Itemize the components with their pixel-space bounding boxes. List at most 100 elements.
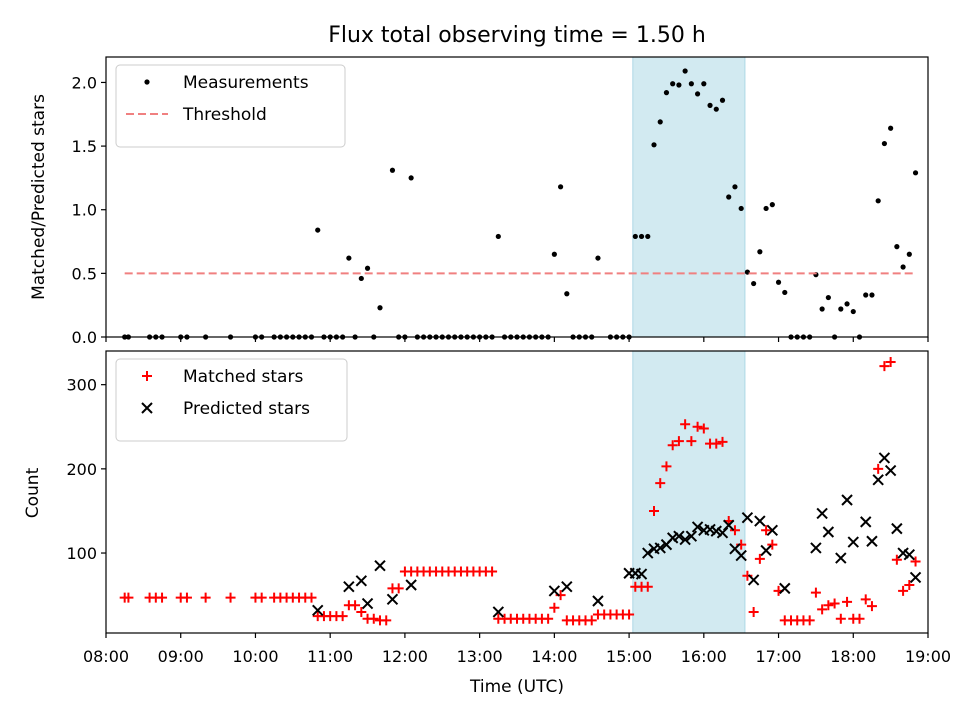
top-measurement-point <box>657 119 663 125</box>
bottom-x-tick-label: 09:00 <box>158 647 204 666</box>
bottom-predicted-point <box>691 521 704 533</box>
bottom-predicted-point <box>561 580 573 593</box>
top-y-tick-label: 0.5 <box>72 264 97 283</box>
top-measurement-point <box>906 251 912 257</box>
bottom-predicted-point <box>679 533 691 546</box>
bottom-predicted-point <box>741 511 754 524</box>
bottom-matched-point <box>661 461 672 472</box>
bottom-predicted-point <box>878 452 891 464</box>
bottom-x-tick-label: 16:00 <box>681 647 727 666</box>
bottom-x-tick-label: 15:00 <box>606 647 652 666</box>
bottom-x-tick-label: 11:00 <box>307 647 353 666</box>
bottom-x-tick-label: 10:00 <box>232 647 278 666</box>
bottom-predicted-point <box>642 547 654 559</box>
bottom-predicted-point <box>760 544 772 557</box>
bottom-matched-point <box>891 554 902 565</box>
bottom-matched-point <box>487 566 498 577</box>
bottom-x-tick-label: 08:00 <box>83 647 129 666</box>
top-measurement-point <box>850 308 856 315</box>
top-measurement-point <box>782 289 788 296</box>
bottom-matched-point <box>904 580 915 591</box>
bottom-predicted-point <box>909 571 922 584</box>
bottom-matched-point <box>829 598 840 609</box>
bottom-matched-point <box>692 421 703 432</box>
bottom-matched-point <box>879 361 890 372</box>
bottom-matched-point <box>649 505 659 516</box>
bottom-x-tick-label: 18:00 <box>830 647 876 666</box>
top-measurement-point <box>651 142 657 148</box>
top-measurement-point <box>838 306 844 312</box>
bottom-axes-frame <box>105 350 929 634</box>
bottom-legend-marker-matched <box>142 371 152 381</box>
top-measurement-point <box>358 275 364 282</box>
bottom-plot-area: 100 200 300 08:00 09:00 10:00 11:00 12:00 13:00 1… <box>66 350 951 666</box>
top-measurement-point <box>694 91 701 97</box>
top-measurement-point <box>408 175 414 181</box>
bottom-matched-point <box>898 585 909 596</box>
top-measurement-point <box>726 194 732 200</box>
top-measurement-point <box>495 233 501 240</box>
top-measurement-point <box>645 233 651 240</box>
bottom-matched-point <box>885 356 896 367</box>
bottom-predicted-point <box>860 516 872 528</box>
bottom-predicted-point <box>747 574 760 586</box>
top-y-axis-label: Matched/Predicted stars <box>29 94 49 300</box>
bottom-legend-label: Matched stars <box>183 367 303 387</box>
bottom-matched-point <box>256 592 267 603</box>
bottom-x-tick-label: 17:00 <box>755 647 801 666</box>
bottom-series-0 <box>119 356 921 626</box>
bottom-matched-point <box>393 583 404 594</box>
bottom-matched-point <box>804 615 815 626</box>
top-measurement-point <box>875 198 881 204</box>
x-axis-label: Time (UTC) <box>469 677 564 697</box>
top-y-tick-label: 0.0 <box>72 328 97 347</box>
bottom-matched-point <box>157 592 168 603</box>
top-measurement-point <box>315 227 321 233</box>
bottom-predicted-point <box>810 542 822 554</box>
bottom-predicted-point <box>847 536 859 548</box>
bottom-highlight-band <box>632 350 746 634</box>
top-measurement-point <box>707 102 713 108</box>
top-measurement-point <box>863 292 869 298</box>
bottom-predicted-point <box>822 526 835 538</box>
bottom-predicted-point <box>872 474 884 486</box>
top-y-tick-label: 1.5 <box>72 137 97 156</box>
top-measurement-point <box>688 81 694 87</box>
bottom-matched-point <box>860 594 871 605</box>
top-measurement-point <box>844 301 850 307</box>
bottom-matched-point <box>624 609 635 620</box>
bottom-matched-point <box>866 601 877 612</box>
bottom-legend-marker-predicted <box>141 402 153 414</box>
top-measurement-point <box>881 140 888 147</box>
top-measurement-point <box>670 81 676 87</box>
bottom-matched-point <box>711 438 722 449</box>
bottom-matched-point <box>225 592 236 603</box>
top-measurement-point <box>701 81 707 87</box>
top-measurement-point <box>769 202 775 208</box>
bottom-predicted-point <box>405 579 417 591</box>
bottom-matched-point <box>306 592 317 603</box>
top-measurement-point <box>751 280 757 287</box>
top-measurement-point <box>900 264 906 270</box>
bottom-y-axis-label: Count <box>23 467 43 518</box>
bottom-predicted-point <box>891 522 903 535</box>
bottom-matched-point <box>586 615 597 626</box>
bottom-predicted-point <box>548 585 561 597</box>
bottom-legend: Matched stars Predicted stars <box>115 358 348 442</box>
top-measurement-point <box>364 265 371 271</box>
bottom-matched-point <box>842 596 853 607</box>
bottom-predicted-point <box>361 597 374 610</box>
top-legend-box <box>115 64 346 148</box>
bottom-matched-point <box>200 592 211 603</box>
bottom-matched-point <box>680 419 691 430</box>
top-y-tick-label: 1.0 <box>72 201 97 220</box>
top-measurement-point <box>713 106 719 112</box>
bottom-matched-point <box>748 606 759 617</box>
bottom-matched-point <box>717 436 728 447</box>
bottom-predicted-point <box>903 549 916 561</box>
bottom-matched-point <box>356 606 367 617</box>
bottom-series-1 <box>312 452 922 618</box>
top-measurement-point <box>557 184 564 190</box>
bottom-predicted-point <box>816 507 828 520</box>
bottom-matched-point <box>698 423 709 434</box>
